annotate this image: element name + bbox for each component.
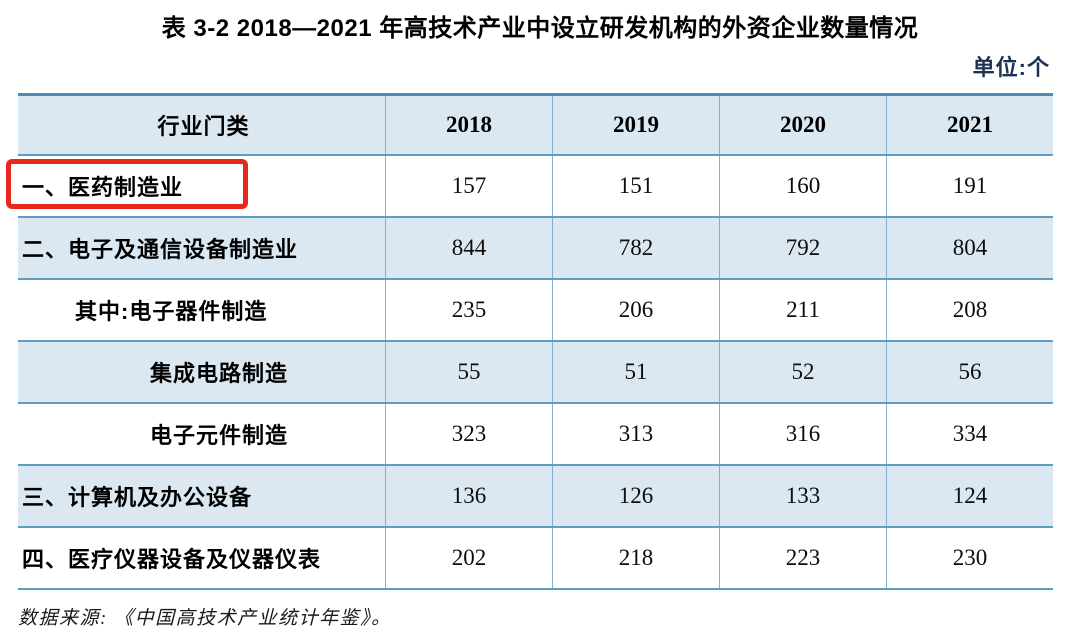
row-label: 集成电路制造	[150, 361, 289, 386]
source-note: 数据来源: 《中国高技术产业统计年鉴》。	[18, 608, 392, 629]
cell-value: 792	[719, 218, 886, 278]
row-label: 二、电子及通信设备制造业	[22, 237, 299, 262]
cell-value: 804	[886, 218, 1053, 278]
cell-value: 136	[385, 466, 552, 526]
row-label: 三、计算机及办公设备	[22, 485, 253, 510]
cell-value: 223	[719, 528, 886, 588]
cell-value: 51	[552, 342, 719, 402]
cell-value: 208	[886, 280, 1053, 340]
cell-value: 782	[552, 218, 719, 278]
cell-value: 844	[385, 218, 552, 278]
cell-value: 313	[552, 404, 719, 464]
cell-value: 56	[886, 342, 1053, 402]
table-title: 表 3-2 2018—2021 年高技术产业中设立研发机构的外资企业数量情况	[161, 15, 919, 42]
cell-value: 211	[719, 280, 886, 340]
cell-value: 191	[886, 156, 1053, 216]
header-year: 2019	[552, 96, 719, 154]
table-row: 电子元件制造 323 313 316 334	[18, 404, 1053, 466]
cell-value: 230	[886, 528, 1053, 588]
table-body: 一、医药制造业 157 151 160 191 二、电子及通信设备制造业 844 782 792…	[18, 156, 1053, 590]
row-label: 电子元件制造	[150, 423, 289, 448]
table-row: 三、计算机及办公设备 136 126 133 124	[18, 466, 1053, 528]
cell-value: 316	[719, 404, 886, 464]
cell-value: 55	[385, 342, 552, 402]
table-row: 二、电子及通信设备制造业 844 782 792 804	[18, 218, 1053, 280]
data-table: 行业门类 2018 2019 2020 2021 一、医药制造业 157 151 160 191…	[18, 93, 1053, 590]
cell-value: 218	[552, 528, 719, 588]
cell-value: 124	[886, 466, 1053, 526]
header-year: 2020	[719, 96, 886, 154]
row-label: 一、医药制造业	[22, 175, 184, 200]
cell-value: 206	[552, 280, 719, 340]
table-row: 一、医药制造业 157 151 160 191	[18, 156, 1053, 218]
unit-label: 单位:个	[972, 55, 1050, 80]
row-label: 四、医疗仪器设备及仪器仪表	[22, 547, 322, 572]
cell-value: 126	[552, 466, 719, 526]
cell-value: 323	[385, 404, 552, 464]
table-row: 四、医疗仪器设备及仪器仪表 202 218 223 230	[18, 528, 1053, 590]
cell-value: 133	[719, 466, 886, 526]
cell-value: 157	[385, 156, 552, 216]
cell-value: 160	[719, 156, 886, 216]
header-year: 2021	[886, 96, 1053, 154]
table-row: 其中:电子器件制造 235 206 211 208	[18, 280, 1053, 342]
header-year: 2018	[385, 96, 552, 154]
table-row: 集成电路制造 55 51 52 56	[18, 342, 1053, 404]
cell-value: 151	[552, 156, 719, 216]
cell-value: 334	[886, 404, 1053, 464]
cell-value: 52	[719, 342, 886, 402]
row-label: 其中:电子器件制造	[75, 299, 268, 324]
header-industry-category: 行业门类	[157, 114, 250, 139]
table-header-row: 行业门类 2018 2019 2020 2021	[18, 96, 1053, 156]
cell-value: 235	[385, 280, 552, 340]
cell-value: 202	[385, 528, 552, 588]
